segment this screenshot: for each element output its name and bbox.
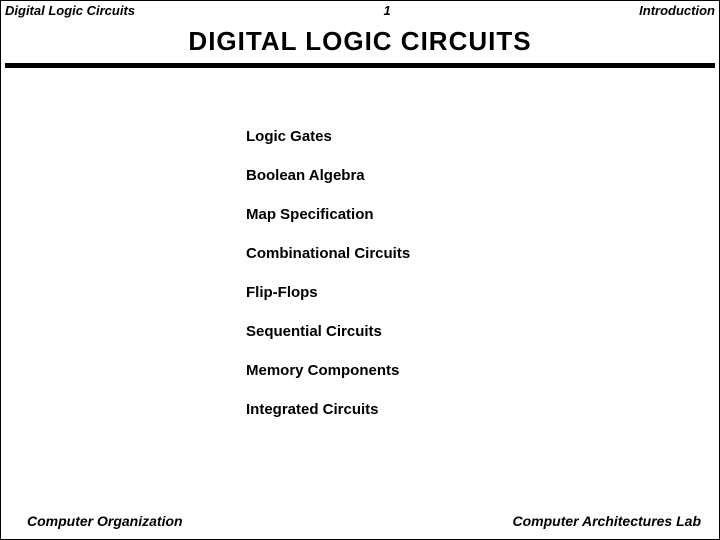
slide-footer: Computer Organization Computer Architect…	[1, 513, 719, 529]
footer-right-text: Computer Architectures Lab	[512, 513, 701, 529]
topic-item: Sequential Circuits	[246, 323, 719, 340]
header-page-number: 1	[135, 3, 639, 18]
topic-item: Logic Gates	[246, 128, 719, 145]
topic-item: Combinational Circuits	[246, 245, 719, 262]
topic-item: Memory Components	[246, 362, 719, 379]
slide-title: DIGITAL LOGIC CIRCUITS	[1, 18, 719, 63]
slide-header: Digital Logic Circuits 1 Introduction	[1, 1, 719, 18]
header-right-text: Introduction	[639, 3, 715, 18]
title-underline	[5, 63, 715, 68]
header-left-text: Digital Logic Circuits	[5, 3, 135, 18]
topic-item: Flip-Flops	[246, 284, 719, 301]
topic-item: Integrated Circuits	[246, 401, 719, 418]
topic-item: Map Specification	[246, 206, 719, 223]
topics-list: Logic Gates Boolean Algebra Map Specific…	[246, 128, 719, 418]
topic-item: Boolean Algebra	[246, 167, 719, 184]
footer-left-text: Computer Organization	[27, 513, 183, 529]
